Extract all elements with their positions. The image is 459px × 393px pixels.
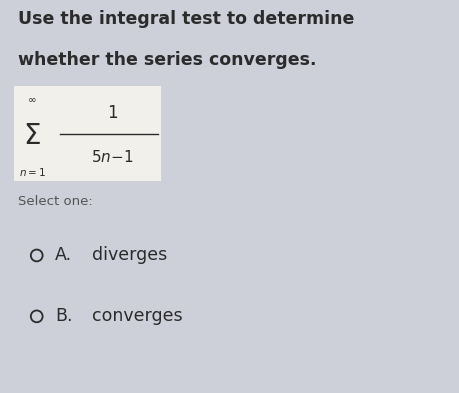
Text: $\infty$: $\infty$ [28, 94, 37, 104]
Text: $5n{-}1$: $5n{-}1$ [91, 149, 134, 165]
Text: converges: converges [92, 307, 182, 325]
Text: whether the series converges.: whether the series converges. [18, 51, 317, 69]
Text: $1$: $1$ [107, 104, 118, 122]
Text: $\Sigma$: $\Sigma$ [23, 121, 41, 149]
Text: diverges: diverges [92, 246, 167, 264]
FancyBboxPatch shape [14, 86, 161, 181]
Text: $n{=}1$: $n{=}1$ [19, 166, 45, 178]
Text: Select one:: Select one: [18, 195, 93, 208]
Text: Use the integral test to determine: Use the integral test to determine [18, 10, 355, 28]
Text: B.: B. [55, 307, 73, 325]
Text: A.: A. [55, 246, 72, 264]
